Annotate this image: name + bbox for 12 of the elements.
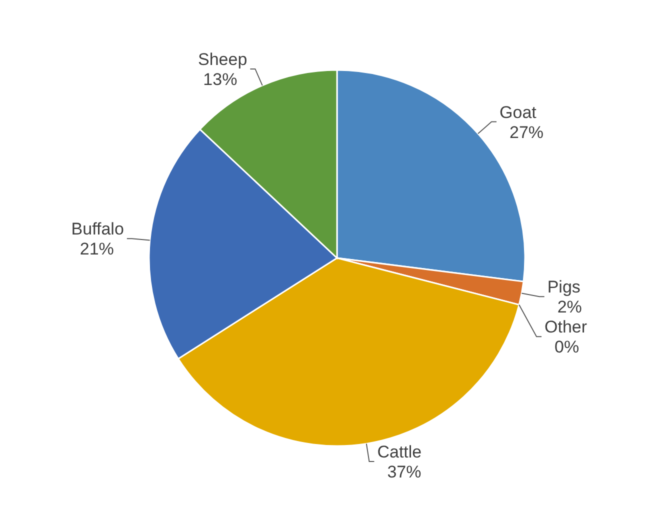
data-label: 21% [80,240,114,259]
data-label: 2% [557,298,582,317]
slice-label: Cattle [377,442,422,462]
legend-label: Other [544,318,588,337]
slice-label: Buffalo [71,220,124,239]
text: 0% [554,338,580,357]
slice-label: Pigs [547,278,580,297]
slice-label: Goat [500,102,537,122]
data-label: 13% [203,70,238,89]
slice-label: Sheep [198,50,248,69]
data-label: 27% [510,122,544,142]
data-label: 37% [387,462,422,482]
